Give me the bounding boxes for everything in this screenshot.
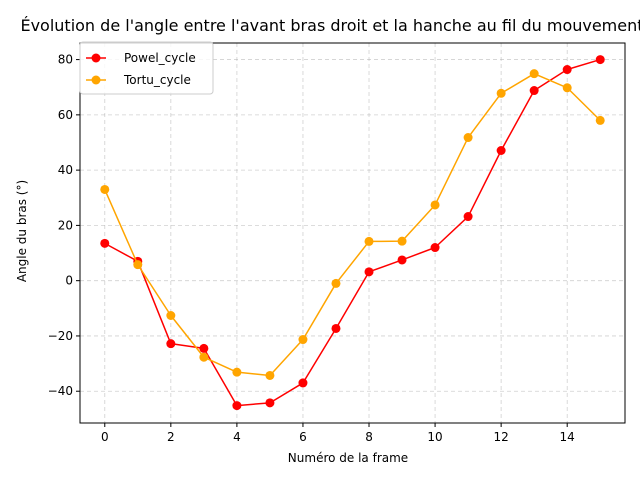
data-point-tortu-cycle (298, 335, 308, 345)
legend-marker-powel-cycle (91, 53, 101, 63)
data-point-tortu-cycle (463, 133, 473, 143)
legend-marker-tortu-cycle (91, 75, 101, 85)
data-point-powel-cycle (562, 65, 572, 75)
data-point-powel-cycle (199, 343, 209, 353)
legend-label-tortu-cycle: Tortu_cycle (123, 73, 191, 87)
data-point-tortu-cycle (562, 83, 572, 93)
data-point-powel-cycle (529, 86, 539, 96)
series-line-powel-cycle (104, 58, 601, 407)
data-point-tortu-cycle (133, 260, 143, 270)
x-axis-label: Numéro de la frame (288, 451, 408, 465)
legend-label-powel-cycle: Powel_cycle (124, 51, 196, 65)
data-point-tortu-cycle (331, 278, 341, 288)
x-tick-label: 14 (560, 430, 575, 444)
data-point-powel-cycle (331, 323, 341, 333)
x-tick-label: 4 (233, 430, 241, 444)
data-point-powel-cycle (595, 55, 605, 65)
x-tick-label: 2 (167, 430, 175, 444)
y-tick-label: 80 (58, 53, 73, 67)
data-point-tortu-cycle (397, 236, 407, 246)
data-point-tortu-cycle (496, 88, 506, 98)
x-tick-label: 6 (299, 430, 307, 444)
data-point-powel-cycle (100, 238, 110, 248)
y-tick-label: 0 (65, 274, 73, 288)
y-tick-label: 20 (58, 218, 73, 232)
y-tick-label: −40 (48, 384, 73, 398)
grid (80, 43, 625, 423)
data-point-tortu-cycle (430, 200, 440, 210)
data-point-powel-cycle (496, 146, 506, 156)
data-point-powel-cycle (265, 398, 275, 408)
data-point-powel-cycle (232, 401, 242, 411)
legend: Powel_cycle Tortu_cycle (79, 41, 214, 95)
y-tick-label: 60 (58, 108, 73, 122)
data-point-tortu-cycle (529, 69, 539, 79)
legend-box (79, 41, 214, 95)
data-point-tortu-cycle (100, 184, 110, 194)
data-point-tortu-cycle (595, 115, 605, 125)
data-point-powel-cycle (397, 255, 407, 265)
x-tick-label: 12 (493, 430, 508, 444)
x-tick-label: 0 (101, 430, 109, 444)
x-tick-label: 10 (427, 430, 442, 444)
data-point-powel-cycle (166, 339, 176, 349)
data-point-tortu-cycle (232, 367, 242, 377)
data-point-powel-cycle (463, 212, 473, 222)
data-point-tortu-cycle (364, 236, 374, 246)
data-point-powel-cycle (298, 378, 308, 388)
axis-ticks: 0 2 4 6 8 10 12 14 −40 −20 0 20 40 60 80 (48, 53, 575, 444)
plot-frame (79, 42, 626, 424)
series-line-tortu-cycle (104, 72, 601, 377)
data-point-powel-cycle (430, 243, 440, 253)
x-tick-label: 8 (365, 430, 373, 444)
data-point-tortu-cycle (166, 310, 176, 320)
chart-title: Évolution de l'angle entre l'avant bras … (20, 16, 640, 35)
y-tick-label: 40 (58, 163, 73, 177)
series-layer (100, 55, 605, 411)
y-axis-label: Angle du bras (°) (15, 180, 29, 282)
data-point-tortu-cycle (199, 352, 209, 362)
data-point-powel-cycle (364, 267, 374, 277)
y-tick-label: −20 (48, 329, 73, 343)
data-point-tortu-cycle (265, 370, 275, 380)
